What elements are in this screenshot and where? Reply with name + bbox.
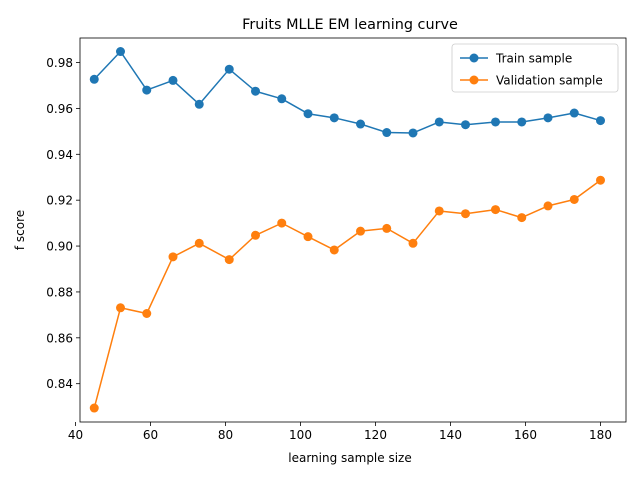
data-point-series-1 [517,117,527,127]
data-point-series-2 [277,218,287,228]
legend-marker-2 [469,75,479,85]
data-point-series-1 [434,117,444,127]
data-point-series-2 [596,175,605,185]
series-line-2 [93,179,601,409]
chart-title: Fruits MLLE EM learning curve [242,17,458,33]
data-point-series-2 [89,403,99,413]
x-tick-label: 160 [514,428,537,442]
x-tick-label: 100 [289,428,312,442]
y-tick-label: 0.84 [46,377,73,391]
x-tick-label: 180 [589,428,612,442]
data-point-series-2 [461,209,470,219]
data-point-series-1 [491,117,500,127]
data-point-series-1 [569,108,579,118]
data-point-series-2 [543,201,553,211]
x-tick-label: 120 [364,428,387,442]
data-point-series-2 [224,255,234,265]
legend-label-1: Train sample [495,52,572,66]
data-point-series-1 [356,119,365,129]
y-axis-label: f score [13,210,27,250]
data-point-series-1 [543,113,553,123]
data-point-series-1 [89,74,99,84]
y-tick-label: 0.90 [46,240,73,254]
data-point-series-1 [461,120,470,130]
x-axis-label: learning sample size [288,451,411,465]
legend-marker-1 [469,53,479,63]
data-point-series-1 [142,85,152,95]
data-point-series-1 [116,47,125,57]
x-tick-label: 80 [218,428,233,442]
x-tick-label: 60 [143,428,158,442]
data-point-series-2 [382,223,392,233]
data-point-series-1 [329,113,339,123]
data-point-series-2 [251,230,260,240]
legend-box [451,43,619,93]
data-point-series-1 [408,128,418,138]
data-point-series-2 [569,194,579,204]
y-tick-label: 0.94 [46,148,73,162]
data-point-series-2 [329,245,339,255]
legend-label-2: Validation sample [496,74,603,88]
data-point-series-1 [168,75,178,85]
data-point-series-2 [194,238,204,248]
data-point-series-1 [303,109,313,119]
y-tick-label: 0.88 [46,285,73,299]
legend: Train sample Validation sample [451,43,619,93]
data-point-series-2 [116,303,125,313]
x-tick-label: 140 [439,428,462,442]
data-point-series-2 [303,232,313,242]
y-tick-label: 0.86 [46,331,73,345]
y-tick-label: 0.92 [46,194,73,208]
data-point-series-2 [168,252,178,262]
data-point-series-1 [194,99,204,109]
y-tick-label: 0.96 [46,102,73,116]
data-point-series-2 [356,226,365,236]
axes-frame [79,37,627,423]
plot-area [89,47,605,413]
x-tick-label: 40 [68,428,83,442]
data-point-series-2 [517,213,527,223]
y-tick-label: 0.98 [46,56,73,70]
data-point-series-2 [142,308,152,318]
data-point-series-1 [251,86,260,96]
data-point-series-1 [596,116,605,126]
data-point-series-1 [277,94,287,104]
data-point-series-2 [408,238,418,248]
data-point-series-1 [382,128,392,138]
data-point-series-2 [434,206,444,216]
data-point-series-1 [224,64,234,74]
data-point-series-2 [491,205,500,215]
